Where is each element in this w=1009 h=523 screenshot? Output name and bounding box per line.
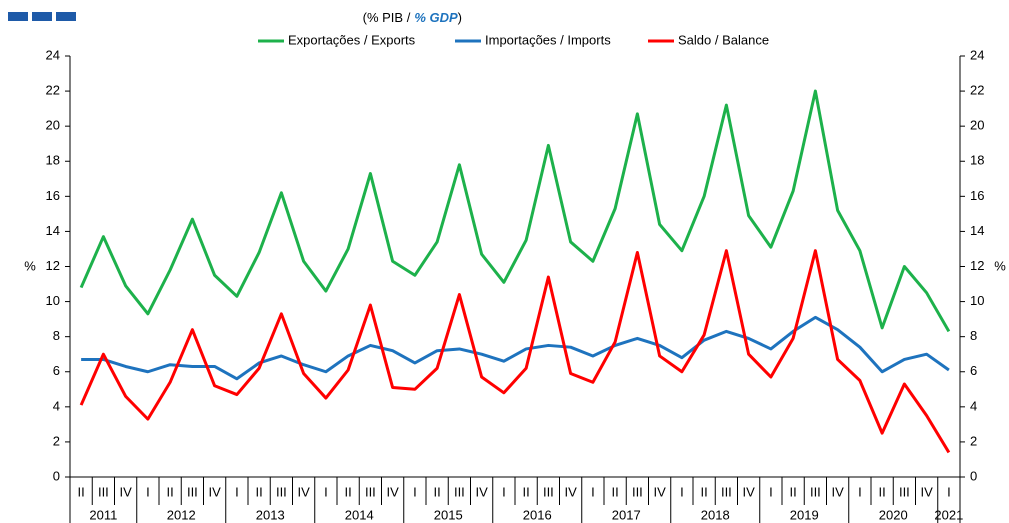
x-tick-label: III (365, 484, 376, 499)
subtitle-pt: (% PIB / (363, 10, 411, 25)
year-label: 2016 (523, 507, 552, 522)
x-tick-label: IV (564, 484, 577, 499)
x-tick-label: I (324, 484, 328, 499)
year-label: 2020 (879, 507, 908, 522)
x-tick-label: I (947, 484, 951, 499)
year-label: 2019 (790, 507, 819, 522)
x-tick-label: III (187, 484, 198, 499)
x-tick-label: IV (831, 484, 844, 499)
y-tick-label: 2 (53, 433, 60, 448)
x-tick-label: IV (208, 484, 221, 499)
y-tick-label: 18 (46, 153, 60, 168)
subtitle-en: % GDP (414, 10, 458, 25)
y2-tick-label: 24 (970, 47, 984, 62)
x-tick-label: I (769, 484, 773, 499)
x-tick-label: II (523, 484, 530, 499)
series-line (79, 249, 951, 454)
y2-tick-label: 14 (970, 223, 984, 238)
x-tick-label: III (98, 484, 109, 499)
y2-tick-label: 2 (970, 433, 977, 448)
x-tick-label: I (502, 484, 506, 499)
year-label: 2011 (89, 507, 117, 522)
x-tick-label: II (879, 484, 886, 499)
year-label: 2012 (167, 507, 196, 522)
x-tick-label: IV (297, 484, 310, 499)
y2-tick-label: 12 (970, 258, 984, 273)
x-tick-label: I (858, 484, 862, 499)
series-line (81, 315, 950, 381)
subtitle: (% PIB /% GDP) (363, 10, 462, 25)
y-tick-label: 10 (46, 293, 60, 308)
legend-label: Exportações / Exports (288, 32, 416, 47)
x-tick-label: IV (119, 484, 132, 499)
x-tick-label: IV (653, 484, 666, 499)
x-tick-label: I (413, 484, 417, 499)
x-tick-label: IV (475, 484, 488, 499)
y-tick-label: 20 (46, 118, 60, 133)
x-tick-label: I (146, 484, 150, 499)
legend-label: Saldo / Balance (678, 32, 769, 47)
y-tick-label: 24 (46, 47, 60, 62)
y2-tick-label: 10 (970, 293, 984, 308)
year-label: 2018 (701, 507, 730, 522)
x-tick-label: III (810, 484, 821, 499)
logo-bar (56, 12, 76, 21)
y-tick-label: 16 (46, 188, 60, 203)
y-tick-label: 6 (53, 363, 60, 378)
y-tick-label: 4 (53, 398, 60, 413)
logo-bar (8, 12, 28, 21)
x-tick-label: III (899, 484, 910, 499)
x-tick-label: II (612, 484, 619, 499)
x-tick-label: II (345, 484, 352, 499)
x-tick-label: II (434, 484, 441, 499)
x-tick-label: IV (920, 484, 933, 499)
x-tick-label: IV (386, 484, 399, 499)
x-tick-label: II (167, 484, 174, 499)
y-axis-label: % (24, 258, 36, 273)
x-tick-label: III (543, 484, 554, 499)
x-tick-label: II (790, 484, 797, 499)
logo-bar (32, 12, 52, 21)
y2-tick-label: 4 (970, 398, 977, 413)
year-label: 2017 (612, 507, 641, 522)
year-label: 2013 (256, 507, 285, 522)
y2-axis-label: % (994, 258, 1006, 273)
y-tick-label: 12 (46, 258, 60, 273)
legend-label: Importações / Imports (485, 32, 611, 47)
y2-tick-label: 20 (970, 118, 984, 133)
y-tick-label: 14 (46, 223, 60, 238)
year-label: 2014 (345, 507, 374, 522)
x-tick-label: III (721, 484, 732, 499)
year-label: 2021 (934, 507, 963, 522)
x-tick-label: III (632, 484, 643, 499)
y-tick-label: 22 (46, 83, 60, 98)
y-tick-label: 0 (53, 468, 60, 483)
y2-tick-label: 16 (970, 188, 984, 203)
y2-tick-label: 18 (970, 153, 984, 168)
y2-tick-label: 6 (970, 363, 977, 378)
y-tick-label: 8 (53, 328, 60, 343)
x-tick-label: III (276, 484, 287, 499)
x-tick-label: IV (742, 484, 755, 499)
year-label: 2015 (434, 507, 463, 522)
series-line (79, 89, 951, 333)
x-tick-label: III (454, 484, 465, 499)
x-tick-label: II (78, 484, 85, 499)
y2-tick-label: 0 (970, 468, 977, 483)
x-tick-label: I (591, 484, 595, 499)
x-tick-label: II (256, 484, 263, 499)
subtitle-close: ) (458, 10, 462, 25)
y2-tick-label: 8 (970, 328, 977, 343)
x-tick-label: I (235, 484, 239, 499)
x-tick-label: I (680, 484, 684, 499)
x-tick-label: II (701, 484, 708, 499)
y2-tick-label: 22 (970, 83, 984, 98)
